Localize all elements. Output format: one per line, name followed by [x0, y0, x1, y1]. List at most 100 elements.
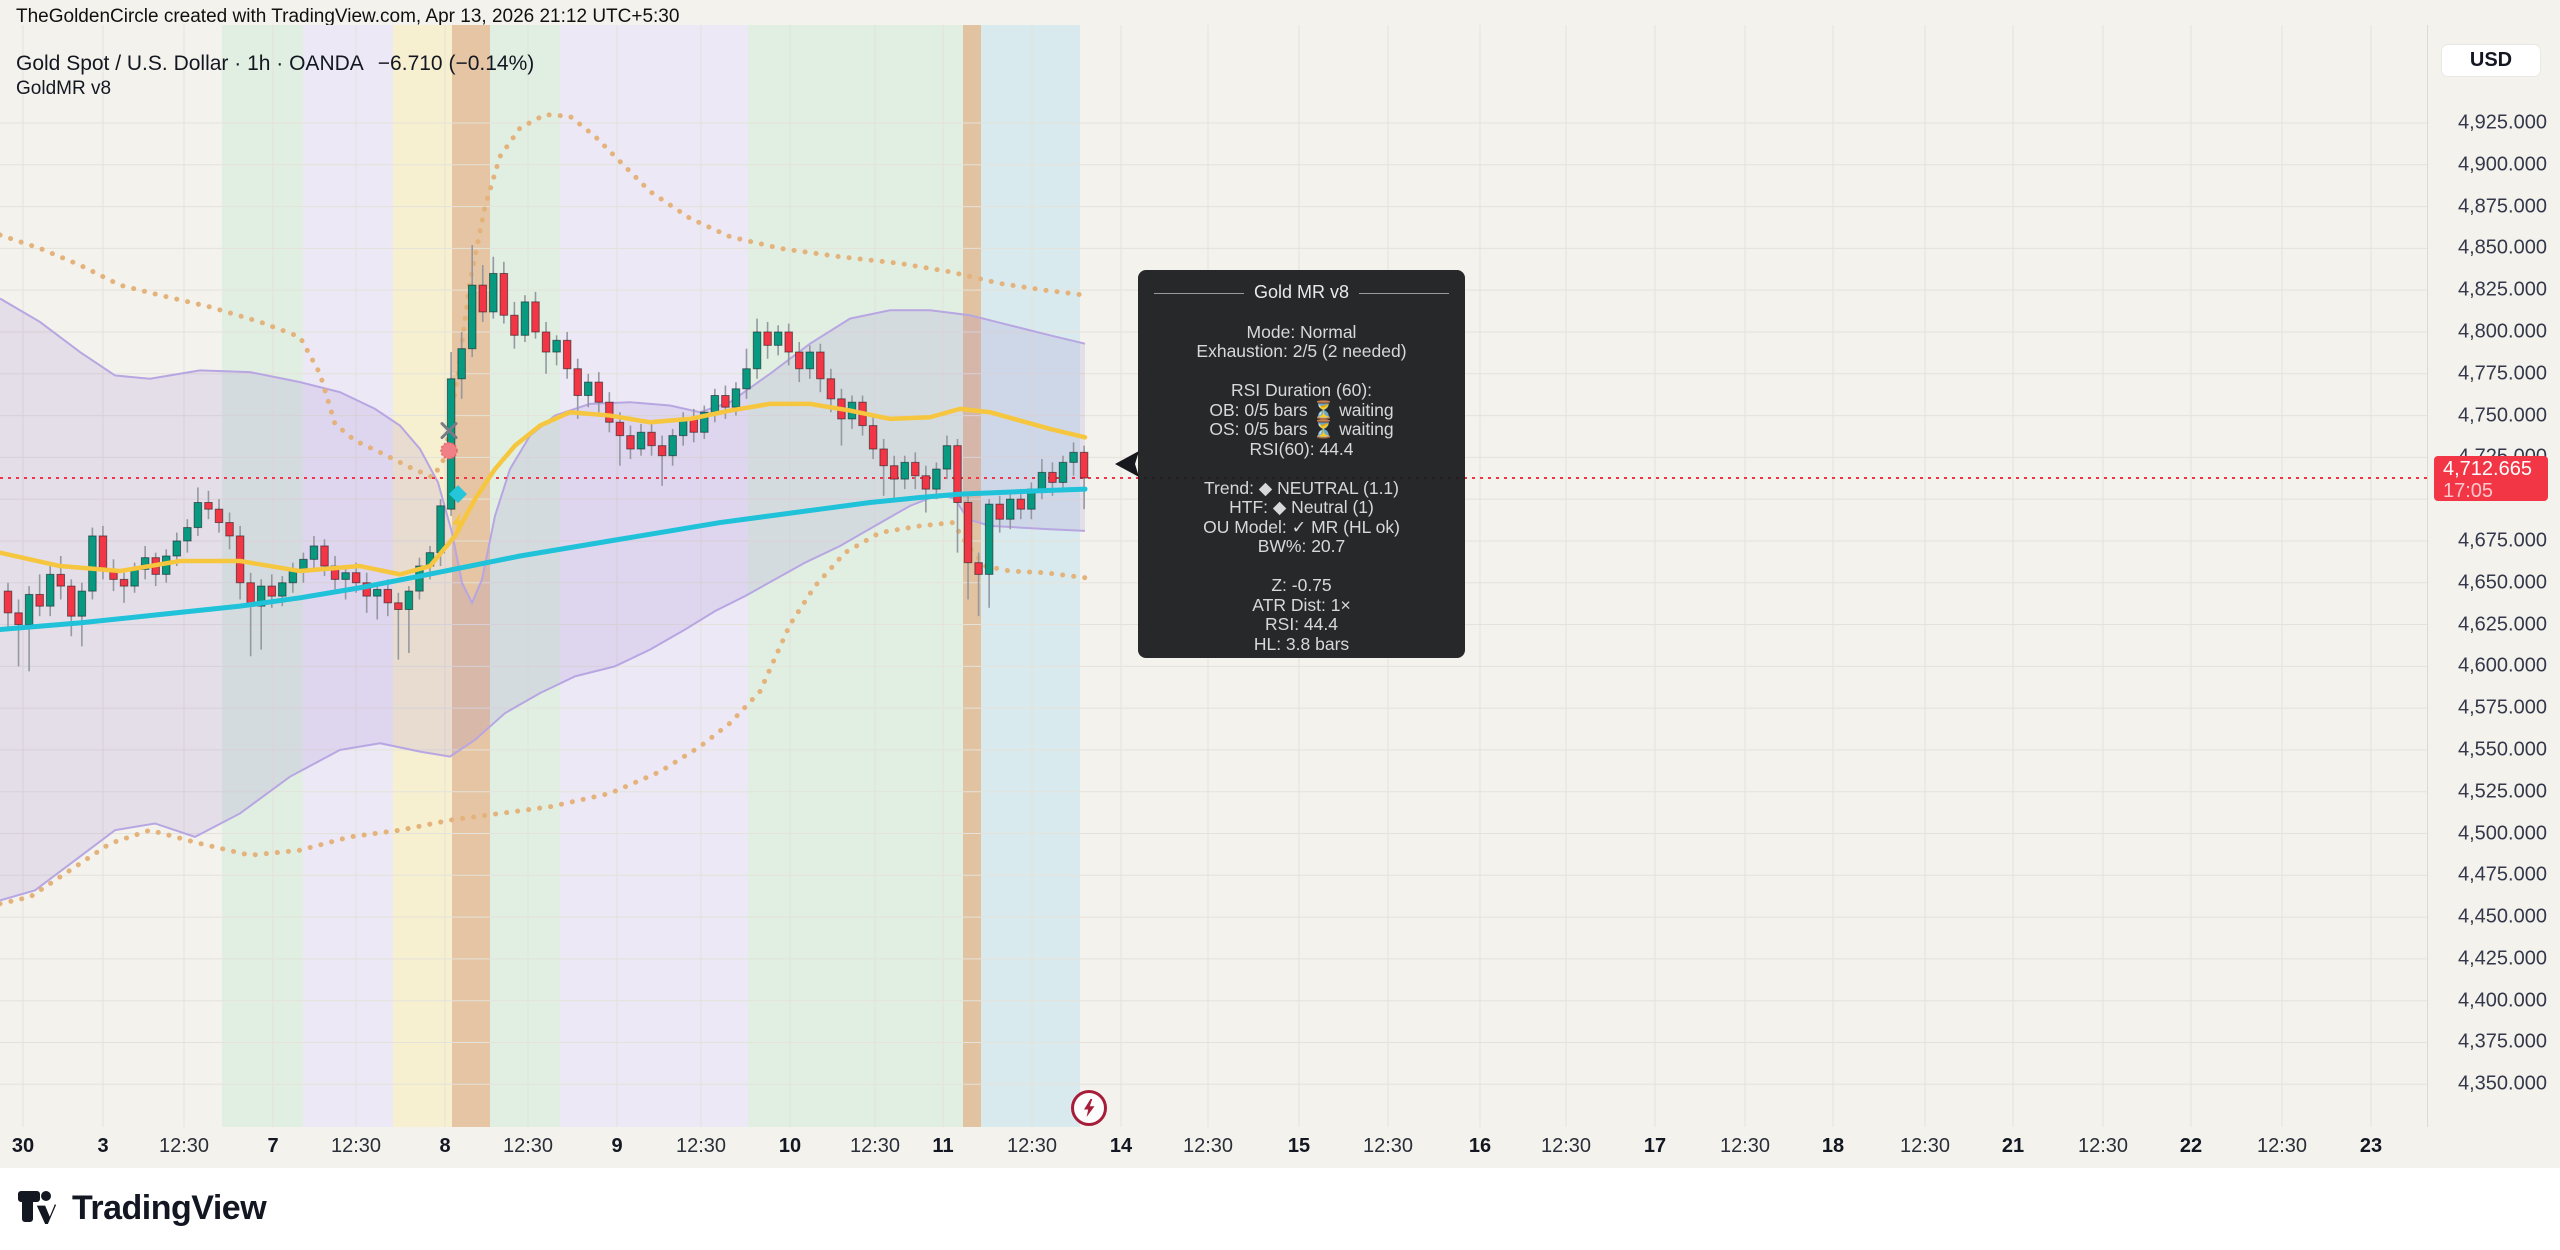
price-axis-label: 4,900.000 [2458, 153, 2547, 176]
price-axis-label: 4,625.000 [2458, 613, 2547, 636]
session-band [748, 25, 963, 1127]
time-axis-label: 12:30 [2077, 1135, 2129, 1157]
session-band [490, 25, 560, 1127]
time-axis-label: 8 [439, 1135, 451, 1157]
time-axis-label: 12:30 [1719, 1135, 1771, 1157]
tooltip-line: OU Model: ✓ MR (HL ok) [1203, 516, 1400, 537]
tooltip-line: OB: 0/5 bars ⏳ waiting [1209, 399, 1394, 420]
symbol-name: Gold Spot / U.S. Dollar · 1h · OANDA [16, 52, 364, 75]
tradingview-logo-text: TradingView [72, 1188, 267, 1227]
time-axis-label: 12:30 [1362, 1135, 1414, 1157]
price-axis-label: 4,500.000 [2458, 822, 2547, 844]
tooltip-title: Gold MR v8 [1253, 282, 1350, 303]
time-axis-label: 3 [97, 1135, 109, 1157]
flash-event-icon[interactable] [1071, 1090, 1107, 1126]
tooltip-pointer-arrow [1115, 451, 1139, 478]
price-axis-label: 4,775.000 [2458, 362, 2547, 385]
time-axis-label: 21 [2001, 1135, 2025, 1157]
price-axis-label: 4,600.000 [2458, 654, 2547, 677]
time-axis-label: 15 [1287, 1135, 1311, 1157]
tooltip-line: Z: -0.75 [1271, 575, 1332, 595]
price-axis-label: 4,475.000 [2458, 863, 2547, 886]
tooltip-line [1138, 303, 1465, 323]
time-axis-label: 12:30 [1006, 1135, 1058, 1157]
time-axis-label: 12:30 [1899, 1135, 1951, 1157]
tooltip-body: Mode: Normal Exhaustion: 2/5 (2 needed) RS… [1138, 303, 1465, 654]
outer-band-upper-dotted [0, 112, 1088, 481]
indicator-tooltip: Gold MR v8 Mode: Normal Exhaustion: 2/5 (… [1138, 270, 1465, 658]
price-axis-label: 4,450.000 [2458, 905, 2547, 928]
price-axis[interactable]: USD 4,712.665 17:05 4,925.000 4,900.000 4,… [2427, 25, 2560, 1127]
tradingview-logo-icon [18, 1191, 57, 1225]
time-axis-label: 10 [778, 1135, 802, 1157]
tooltip-line [1138, 557, 1465, 577]
time-axis-label: 14 [1109, 1135, 1133, 1157]
session-band [963, 25, 981, 1127]
last-price-time: 17:05 [2443, 479, 2494, 502]
tooltip-title-row: Gold MR v8 [1138, 283, 1465, 303]
price-axis-label: 4,550.000 [2458, 738, 2547, 761]
time-axis-label: 7 [267, 1135, 279, 1157]
footer-bar: TradingView [0, 1168, 2560, 1250]
price-axis-label: 4,850.000 [2458, 236, 2547, 259]
time-axis[interactable]: 30 3 12:30 7 12:30 8 12:30 9 12:30 10 12:30 11 12:30… [0, 1127, 2560, 1168]
tooltip-rule-right [1359, 292, 1449, 294]
slow-ma-line [0, 486, 1088, 633]
candles [3, 245, 1089, 672]
time-axis-label: 12:30 [675, 1135, 727, 1157]
time-axis-label: 22 [2179, 1135, 2203, 1157]
time-axis-label: 9 [611, 1135, 623, 1157]
tooltip-line: OS: 0/5 bars ⏳ waiting [1209, 419, 1394, 439]
time-axis-label: 11 [932, 1135, 954, 1157]
price-axis-label: 4,875.000 [2458, 195, 2547, 218]
tooltip-line [1138, 362, 1465, 382]
price-axis-label: 4,350.000 [2458, 1072, 2547, 1095]
session-band [981, 25, 1080, 1127]
time-axis-label: 17 [1643, 1135, 1667, 1157]
tooltip-line: ATR Dist: 1× [1252, 594, 1351, 615]
session-band [560, 25, 748, 1127]
price-axis-label: 4,400.000 [2458, 989, 2547, 1012]
price-axis-label: 4,800.000 [2458, 320, 2547, 343]
tooltip-line: Exhaustion: 2/5 (2 needed) [1196, 341, 1407, 361]
tooltip-line: HL: 3.8 bars [1253, 633, 1350, 654]
symbol-change: −6.710 (−0.14%) [377, 52, 535, 75]
last-price-value: 4,712.665 [2443, 457, 2532, 480]
time-axis-label: 12:30 [158, 1135, 210, 1157]
price-axis-label: 4,925.000 [2458, 111, 2547, 134]
tooltip-line: RSI Duration (60): [1230, 380, 1373, 400]
tooltip-line: RSI: 44.4 [1265, 614, 1338, 634]
time-axis-label: 18 [1821, 1135, 1845, 1157]
tooltip-line: HTF: ◆ Neutral (1) [1229, 497, 1374, 517]
lightning-bolt-icon [1084, 1099, 1095, 1117]
tooltip-line: Trend: ◆ NEUTRAL (1.1) [1204, 477, 1399, 498]
x-cross-marker [440, 422, 458, 440]
last-price-tag: 4,712.665 17:05 [2434, 455, 2548, 502]
time-axis-label: 30 [11, 1135, 35, 1157]
tooltip-line: BW%: 20.7 [1257, 536, 1346, 556]
teal-diamond-marker [449, 485, 467, 504]
time-axis-label: 12:30 [2256, 1135, 2308, 1157]
tooltip-rule-left [1154, 292, 1244, 294]
bolt-marker [452, 512, 464, 533]
ou-band-fill [0, 298, 1085, 901]
tradingview-logo[interactable]: TradingView [16, 1188, 267, 1228]
price-axis-label: 4,750.000 [2458, 404, 2547, 427]
indicator-name: GoldMR v8 [16, 78, 112, 99]
red-dot-marker [440, 441, 458, 460]
price-axis-label: 4,675.000 [2458, 529, 2547, 552]
time-axis-label: 12:30 [1182, 1135, 1234, 1157]
attribution-text: TheGoldenCircle created with TradingView… [16, 6, 680, 27]
time-axis-label: 12:30 [502, 1135, 554, 1157]
price-axis-label: 4,425.000 [2458, 947, 2547, 970]
time-axis-label: 12:30 [1540, 1135, 1592, 1157]
price-axis-label: 4,825.000 [2458, 278, 2547, 301]
symbol-title: Gold Spot / U.S. Dollar · 1h · OANDA −6.7… [16, 52, 534, 76]
tooltip-line: RSI(60): 44.4 [1249, 438, 1354, 459]
fast-ma-line [0, 401, 1088, 577]
time-axis-label: 16 [1468, 1135, 1492, 1157]
price-axis-label: 4,375.000 [2458, 1030, 2547, 1053]
tooltip-line: Mode: Normal [1246, 321, 1357, 342]
currency-badge: USD [2442, 45, 2540, 76]
